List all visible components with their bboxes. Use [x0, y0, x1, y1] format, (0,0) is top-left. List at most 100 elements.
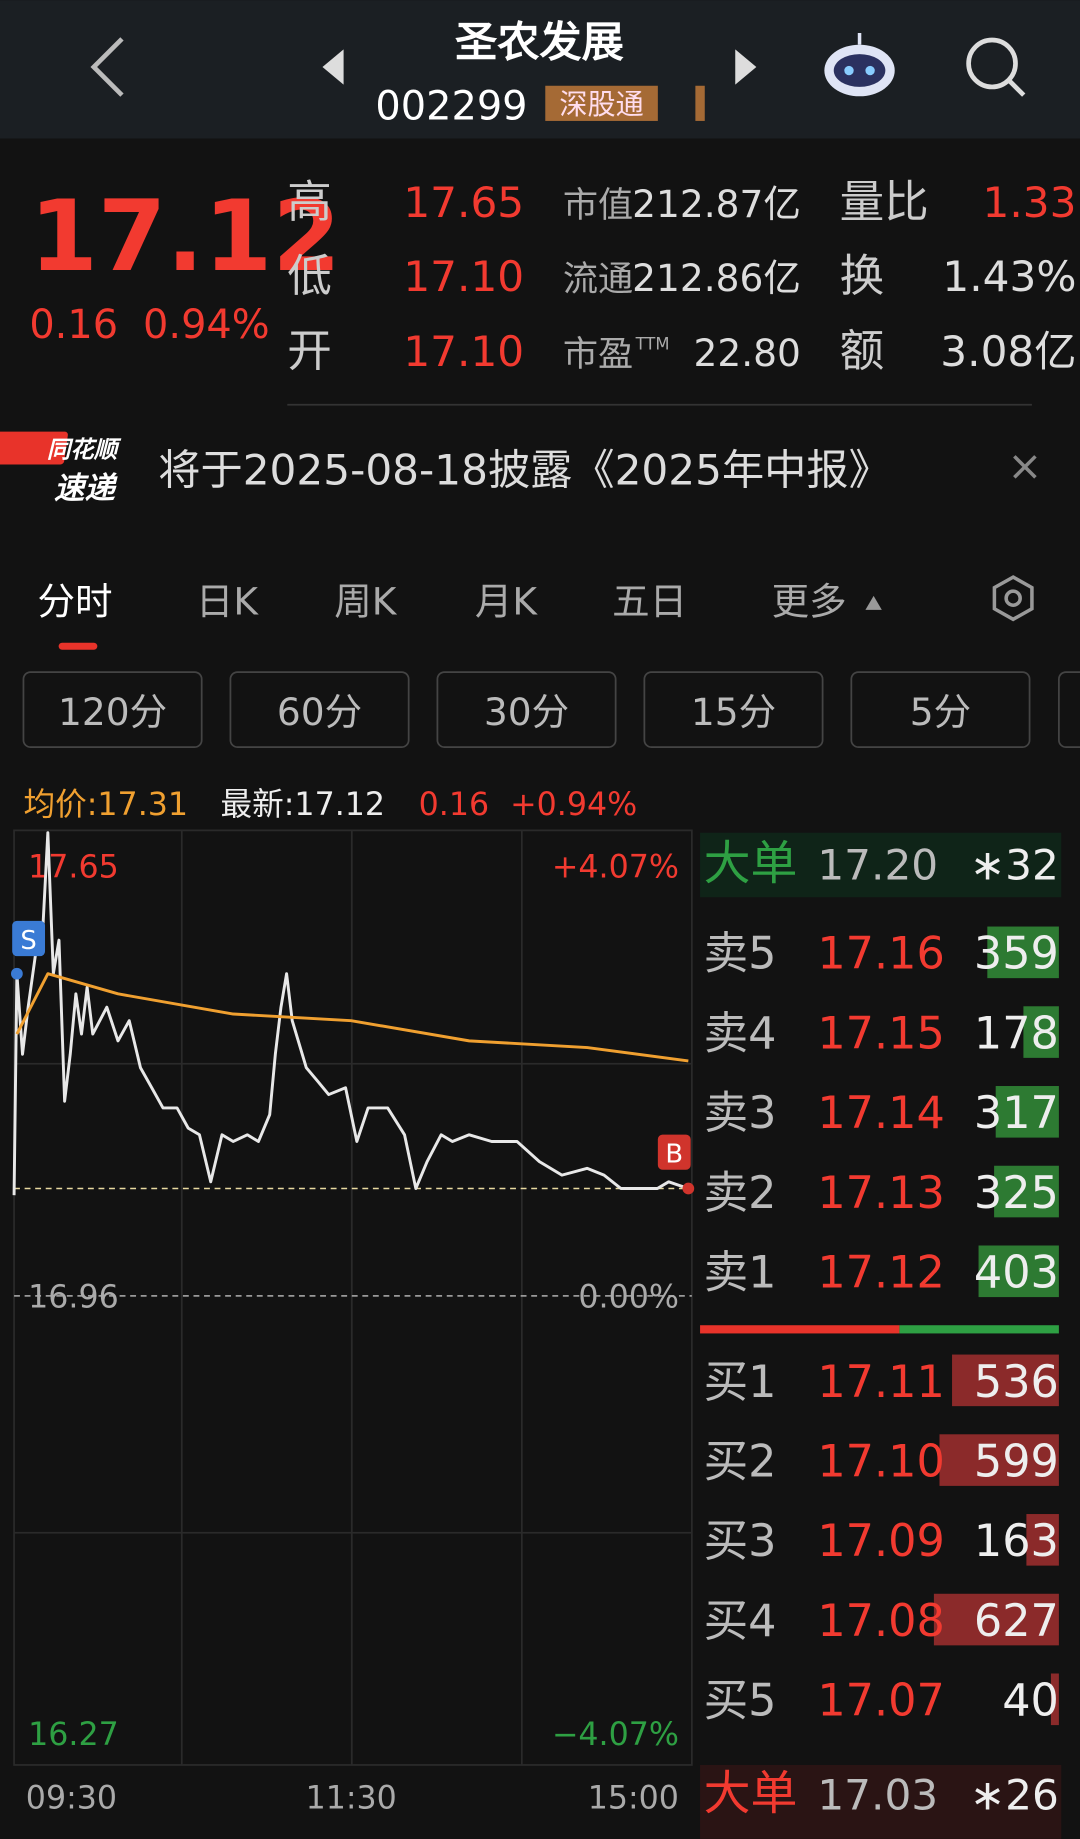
book-volume: 40 [1002, 1675, 1059, 1727]
book-volume: 317 [974, 1087, 1059, 1139]
interval-button[interactable] [850, 671, 1031, 749]
interval-button[interactable] [22, 671, 203, 749]
book-label: 卖1 [704, 1247, 777, 1299]
book-price: 17.15 [817, 1007, 945, 1059]
assistant-icon[interactable] [824, 32, 895, 97]
price-change-pct: 0.94% [143, 302, 270, 348]
big-order-price: 17.20 [817, 841, 938, 890]
book-volume: 403 [974, 1247, 1059, 1299]
stat-label: 额 [840, 325, 885, 377]
last-price: 17.12 [29, 180, 341, 294]
big-order-count: ∗26 [970, 1771, 1059, 1820]
book-label: 买4 [704, 1595, 777, 1647]
interval-button[interactable] [229, 671, 410, 749]
stat-label-sup: TTM [635, 335, 670, 354]
book-label: 买3 [704, 1515, 777, 1567]
book-price: 17.11 [817, 1356, 945, 1408]
trade-marker-label: S [20, 926, 36, 956]
trade-marker [12, 920, 46, 957]
stat-label: 开 [287, 325, 332, 377]
x-tick-label: 09:30 [26, 1780, 117, 1816]
stat-value: 1.33 [983, 178, 1077, 227]
logo-top: 同花顺 [47, 435, 122, 463]
volume-bar [1050, 1673, 1059, 1726]
badge: 深股通 [559, 88, 643, 121]
y-tick-label: 16.27 [28, 1717, 119, 1753]
book-volume: 163 [974, 1515, 1059, 1567]
close-notice[interactable] [1013, 455, 1037, 479]
trade-marker [657, 1134, 691, 1170]
y-tick-label: 17.65 [28, 849, 119, 885]
settings-icon[interactable] [992, 575, 1034, 622]
book-price: 17.13 [817, 1167, 945, 1219]
volume-bar [933, 1593, 1059, 1646]
badge-bg [545, 85, 658, 121]
interval-label: 15分 [691, 690, 776, 734]
tab[interactable]: 周K [334, 580, 398, 624]
book-price: 17.09 [817, 1515, 945, 1567]
interval-button[interactable] [1058, 671, 1080, 748]
volume-bar [1023, 1006, 1059, 1058]
back-button[interactable] [90, 37, 124, 97]
tab[interactable]: 月K [475, 580, 539, 624]
average-line [15, 972, 689, 1063]
top-big-order-bg [700, 832, 1062, 898]
tab-indicator [58, 642, 98, 650]
book-volume: 325 [974, 1167, 1059, 1219]
stat-label: 市盈 [563, 334, 633, 375]
stat-value: 17.65 [403, 178, 524, 227]
stat-value: 17.10 [403, 252, 524, 301]
stat-label: 低 [287, 250, 332, 302]
x-tick-label: 15:00 [588, 1780, 679, 1816]
x-tick-label: 11:30 [306, 1780, 397, 1816]
next-stock[interactable] [735, 49, 757, 85]
interval-label: 30分 [484, 690, 569, 734]
book-price: 17.16 [817, 928, 945, 980]
book-label: 买1 [704, 1356, 777, 1408]
tab[interactable]: 更多 [772, 580, 847, 624]
y2-tick-label: +4.07% [552, 849, 679, 885]
big-order-label: 大单 [704, 837, 798, 892]
stat-label: 换 [840, 250, 885, 302]
stat-value: 212.86亿 [632, 256, 801, 300]
logo-bottom: 速递 [54, 472, 118, 507]
more-arrow [865, 595, 882, 610]
interval-button[interactable] [436, 671, 617, 749]
interval-label: 5分 [910, 690, 971, 734]
notice-text[interactable]: 将于2025-08-18披露《2025年中报》 [158, 445, 891, 494]
book-price: 17.10 [817, 1436, 945, 1488]
big-order-label: 大单 [704, 1767, 798, 1822]
volume-bar [987, 926, 1059, 979]
interval-button[interactable] [643, 671, 824, 749]
book-volume: 536 [974, 1356, 1059, 1408]
book-label: 买2 [704, 1436, 777, 1488]
stat-value: 22.80 [694, 331, 801, 375]
book-divider-red [700, 1325, 900, 1334]
summary-avg: 均价:17.31 [23, 787, 188, 823]
stat-label: 量比 [840, 176, 929, 228]
book-volume: 178 [974, 1007, 1059, 1059]
summary-change: 0.16 [419, 787, 490, 823]
book-label: 买5 [704, 1675, 777, 1727]
search-icon[interactable] [966, 37, 1026, 97]
prev-stock[interactable] [322, 49, 344, 85]
trade-marker-dot [682, 1182, 695, 1195]
big-order-price: 17.03 [817, 1771, 938, 1820]
book-divider-green [899, 1325, 1059, 1334]
volume-bar [978, 1245, 1059, 1298]
tab[interactable]: 五日 [612, 580, 687, 624]
stat-label: 高 [287, 176, 332, 228]
chart-grid [14, 830, 692, 1765]
price-line [12, 831, 689, 1196]
stat-label: 流通 [563, 259, 633, 300]
tab[interactable]: 分时 [38, 580, 113, 624]
tab[interactable]: 日K [196, 580, 260, 624]
book-volume: 359 [974, 928, 1059, 980]
trade-marker-label: B [665, 1140, 683, 1170]
logo-top-bg [0, 431, 68, 465]
volume-bar [995, 1086, 1059, 1138]
badge-tail [695, 85, 705, 121]
y2-tick-label: −4.07% [552, 1717, 679, 1753]
